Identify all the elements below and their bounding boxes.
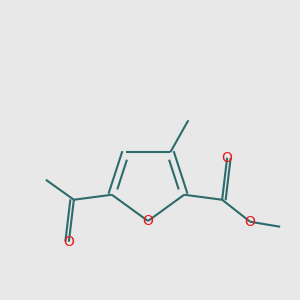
Text: O: O xyxy=(142,214,153,228)
Text: O: O xyxy=(222,151,232,165)
Text: O: O xyxy=(245,215,256,229)
Text: O: O xyxy=(63,235,74,249)
